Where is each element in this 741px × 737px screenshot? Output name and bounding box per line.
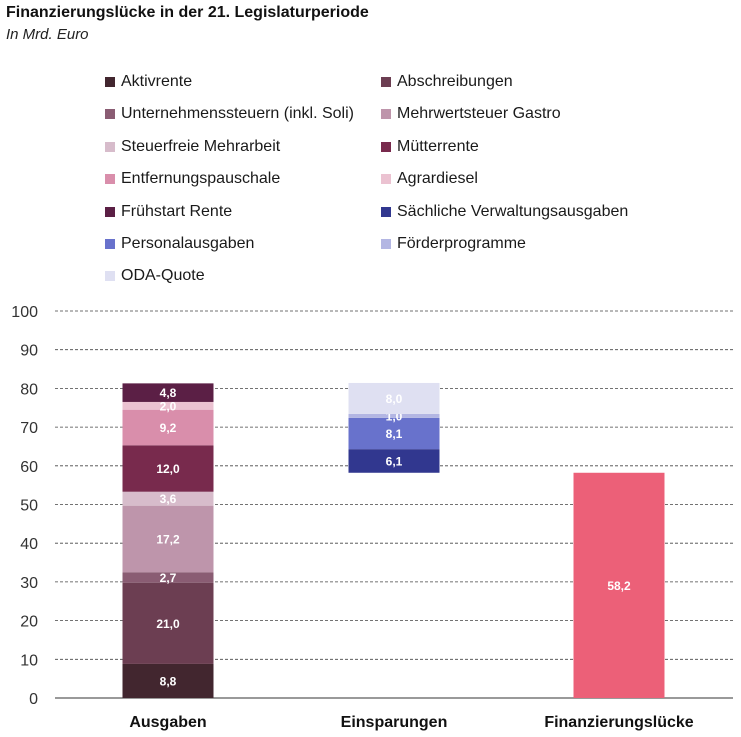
bar-segment — [122, 445, 214, 492]
bar-segment — [348, 449, 440, 473]
y-tick-label: 50 — [20, 498, 38, 515]
data-label: 8,8 — [160, 674, 177, 688]
legend-item: Mütterrente — [381, 138, 479, 156]
legend-label: Sächliche Verwaltungsausgaben — [397, 202, 629, 220]
data-label: 17,2 — [156, 532, 180, 546]
data-label: 58,2 — [607, 579, 631, 593]
legend-label: Frühstart Rente — [121, 202, 233, 220]
bar-segment — [122, 582, 214, 664]
data-label: 6,1 — [386, 454, 403, 468]
legend-label: Förderprogramme — [397, 235, 526, 252]
bar-segment — [122, 409, 214, 446]
y-tick-label: 80 — [20, 381, 38, 398]
legend-swatch — [105, 141, 115, 152]
legend-label: Entfernungspauschale — [121, 170, 281, 188]
legend-item: Förderprogramme — [381, 235, 526, 253]
category-label: Einsparungen — [341, 714, 448, 731]
y-tick-label: 0 — [29, 691, 38, 708]
data-label: 2,7 — [160, 571, 177, 585]
legend-item: Abschreibungen — [381, 73, 513, 91]
chart-title: Finanzierungslücke in der 21. Legislatur… — [6, 4, 369, 21]
legend-swatch — [105, 206, 115, 217]
data-label: 8,0 — [386, 392, 403, 406]
legend-item: Sächliche Verwaltungsausgaben — [381, 203, 628, 221]
legend-swatch — [105, 271, 115, 282]
bar-segment — [348, 417, 440, 450]
category-label: Ausgaben — [129, 714, 206, 731]
legend-item: Personalausgaben — [105, 235, 254, 253]
legend-label: ODA-Quote — [121, 267, 205, 285]
bar-segment — [348, 382, 440, 414]
y-tick-label: 40 — [20, 536, 38, 553]
data-label: 8,1 — [386, 427, 403, 441]
legend-label: Steuerfreie Mehrarbeit — [121, 137, 281, 155]
category-label: Finanzierungslücke — [544, 714, 693, 731]
bar-segment — [122, 505, 214, 573]
legend-item: Steuerfreie Mehrarbeit — [105, 138, 280, 156]
legend-swatch — [381, 239, 391, 249]
legend-label: Agrardiesel — [397, 170, 478, 188]
legend-swatch — [381, 174, 391, 185]
legend-swatch — [381, 109, 391, 120]
data-label: 3,6 — [160, 492, 177, 506]
data-label: 2,0 — [160, 399, 177, 413]
legend-item: Unternehmenssteuern (inkl. Soli) — [105, 105, 354, 123]
legend-label: Mehrwertsteuer Gastro — [397, 105, 561, 123]
legend-item: ODA-Quote — [105, 267, 205, 285]
bar-segment — [122, 491, 214, 506]
y-tick-label: 70 — [20, 420, 38, 437]
bar-segment — [348, 413, 440, 418]
data-label: 9,2 — [160, 421, 177, 435]
bar-segment — [122, 663, 214, 698]
data-label: 12,0 — [156, 462, 180, 476]
bar-segment — [573, 472, 665, 698]
chart-subtitle: In Mrd. Euro — [6, 26, 89, 43]
legend-swatch — [381, 141, 391, 152]
legend-swatch — [381, 206, 391, 217]
legend-item: Agrardiesel — [381, 170, 478, 188]
legend-label: Abschreibungen — [397, 73, 513, 90]
y-tick-label: 10 — [20, 652, 38, 669]
legend-swatch — [105, 109, 115, 120]
legend-swatch — [105, 77, 115, 87]
legend-label: Unternehmenssteuern (inkl. Soli) — [121, 105, 354, 123]
legend-swatch — [105, 174, 115, 185]
data-label: 4,8 — [160, 386, 177, 400]
y-tick-label: 20 — [20, 614, 38, 631]
legend-label: Aktivrente — [121, 73, 193, 90]
bar-segment — [122, 572, 214, 583]
y-tick-label: 60 — [20, 459, 38, 476]
bar-segment — [122, 401, 214, 410]
y-tick-label: 90 — [20, 343, 38, 360]
y-tick-label: 100 — [11, 304, 38, 321]
legend-swatch — [105, 239, 115, 249]
legend-label: Mütterrente — [397, 137, 479, 155]
legend-item: Frühstart Rente — [105, 203, 232, 221]
legend-swatch — [381, 77, 391, 87]
legend-item: Entfernungspauschale — [105, 170, 280, 188]
legend-item: Aktivrente — [105, 73, 192, 91]
legend-item: Mehrwertsteuer Gastro — [381, 105, 561, 123]
bar-segment — [122, 383, 214, 402]
legend-label: Personalausgaben — [121, 235, 255, 252]
y-tick-label: 30 — [20, 575, 38, 592]
data-label: 21,0 — [156, 617, 180, 631]
